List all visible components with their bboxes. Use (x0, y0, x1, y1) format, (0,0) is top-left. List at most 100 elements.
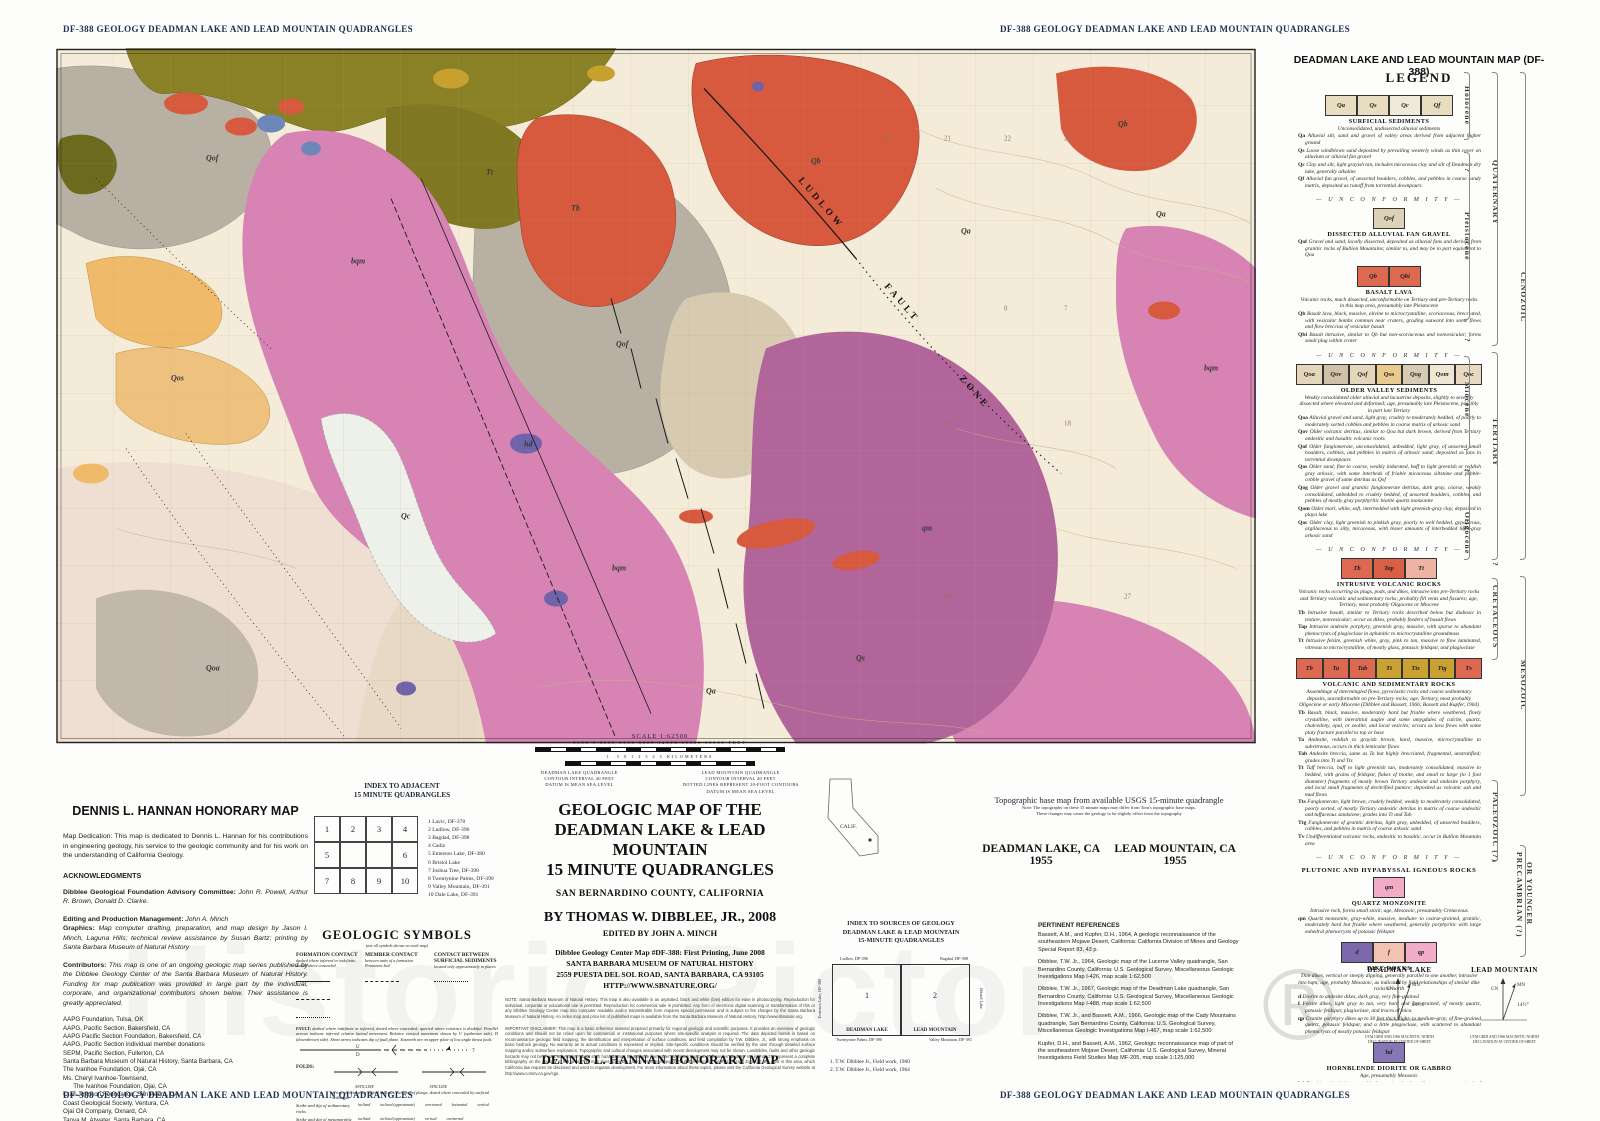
adjacent-quad-cell: 3 (365, 815, 393, 843)
era-bracket (1464, 72, 1470, 140)
scale-bar-km (565, 761, 755, 766)
sources-edge-top-left: Ludlow, DF-396 (840, 955, 868, 961)
strike-dip-met-item: inclined (358, 1117, 371, 1121)
legend-section: qm QUARTZ MONZONITE Intrusive rock, forms … (1296, 877, 1482, 935)
map-unit-label: Qs (856, 654, 865, 663)
legend-unit-description: Ta Andesite, reddish to grayish brown, h… (1298, 737, 1481, 750)
legend-unit-description: Tb Basalt, black, massive, moderately ha… (1298, 709, 1482, 736)
legend-section: d f qp DIKE ROCKS Thin dikes, vertical or st… (1296, 942, 1482, 1035)
legend-unit-code: Qs (1298, 147, 1307, 154)
section-number: 21 (944, 135, 952, 143)
contributors-intro-text: This map is one of an ongoing geologic m… (63, 961, 309, 1007)
title-line2: DEADMAN LAKE & LEAD MOUNTAIN (554, 820, 766, 860)
honorary-map-banner: DENNIS L. HANNAN HONORARY MAP (541, 1052, 779, 1067)
member-contact-note: between units of a formation (365, 958, 413, 963)
declination-arrows-icon: GN MN 14½° (1375, 978, 1423, 1021)
contact-dotted-line-icon (296, 1016, 330, 1018)
legend-section-title: VOLCANIC AND SEDIMENTARY ROCKS (1322, 681, 1456, 689)
legend-unit-description: Tb Intrusive basalt, similar to Tertiary… (1298, 609, 1482, 623)
reference-item: Bassett, A.M., and Kupfer, D.H., 1964, A… (1038, 932, 1239, 953)
legend-swatch-row: hd (1296, 1042, 1482, 1064)
adjacent-quad-cell: 7 (313, 867, 341, 895)
legend-group-title: PLUTONIC AND HYPABYSSAL IGNEOUS ROCKS (1301, 867, 1477, 875)
base-map-note2: These changes may cause the geology to b… (1036, 811, 1182, 817)
member-contact: MEMBER CONTACT between units of a format… (365, 952, 429, 1023)
legend-unit-description: Qom Older marl, white, soft, interbedded… (1298, 505, 1481, 519)
museum-line: SANTA BARBARA MUSEUM OF NATURAL HISTORY (566, 959, 754, 969)
legend-unit-code: Qa (1298, 133, 1308, 140)
legend-swatch: Qom (1428, 363, 1456, 385)
scale-km-numbers: 1 .5 0 1 2 3 4 5 KILOMETERS (606, 754, 714, 759)
references-list: Bassett, A.M., and Kupfer, D.H., 1964, A… (1038, 932, 1240, 1063)
adjacent-quad-name: 4 Cadiz (428, 843, 446, 850)
legend-unit-code: qp (1298, 1015, 1306, 1022)
disclaimer-fine-print: IMPORTANT DISCLAIMER: This map is a basi… (505, 1025, 815, 1076)
legend-unit-description: Qog Older gravel and granitic fanglomera… (1298, 484, 1481, 505)
map-title-block: GEOLOGIC MAP OF THE DEADMAN LAKE & LEAD … (505, 800, 815, 1076)
legend-section-title: OLDER VALLEY SEDIMENTS (1340, 386, 1438, 394)
legend-unit-code: hd (1298, 1081, 1306, 1082)
deadman-sheet-label: DEADMAN LAKE, CA 1955 (982, 843, 1101, 868)
section-number: 18 (1064, 420, 1072, 428)
footer-right: DF-388 GEOLOGY DEADMAN LAKE AND LEAD MOU… (1000, 1090, 1351, 1100)
contributors-intro: Contributors: This map is one of an ongo… (63, 961, 308, 1009)
reference-item: Dibblee, T.W. Jr., 1964, Geologic map of… (1038, 959, 1234, 980)
symbols-subtitle: (not all symbols shown on each map) (365, 943, 429, 948)
legend-unit-description: Tv Undifferentiated volcanic rocks, ande… (1298, 833, 1481, 847)
scale-bar-feet (535, 747, 785, 752)
legend-swatch: Ta (1322, 658, 1350, 680)
strike-dip-met-item: vertical (425, 1117, 437, 1121)
sources-box-number: 1 (865, 990, 869, 1000)
california-label: CALIF. (840, 824, 857, 830)
adjacent-quad-name: 8 Twentynine Palms, DF-390 (428, 875, 494, 882)
legend-swatch-row: Tb Ta Tab Tt Tts Ttg Tv (1296, 658, 1482, 680)
sources-note-line: 1. T.W. Dibblee Jr., Field work, 1960 (830, 1058, 910, 1065)
legend-swatch: Qoc (1455, 363, 1482, 385)
legend-unit-description: Qb Basalt lava, black, massive, olivine … (1298, 310, 1481, 331)
folds-row: FOLDS: ANTICLINE SYNCLINE arrow on axial… (296, 1064, 498, 1100)
adjacent-quad-name: 7 Joshua Tree, DF-390 (428, 867, 479, 874)
map-unit-label: Qc (401, 512, 411, 521)
geologic-symbols-panel: GEOLOGIC SYMBOLS (not all symbols shown … (296, 928, 498, 1121)
adjacent-quad-name: 2 Ludlow, DF-396 (428, 827, 470, 834)
legend-section: Qoa Qov Qof Qos Qog Qom Qoc OLDER VALLEY SEDIME… (1296, 363, 1482, 540)
lead-mountain-sheet-label: LEAD MOUNTAIN, CA 1955 (1114, 843, 1236, 868)
map-unit-label: Qof (206, 154, 220, 163)
legend-unit-code: Qof (1298, 443, 1310, 450)
svg-text:GN: GN (1491, 987, 1499, 992)
graphics-text: Map computer drafting, preparation, and … (63, 925, 308, 952)
contributor-line: Santa Barbara Museum of Natural History,… (63, 1058, 233, 1066)
legend-unit-code: Qf (1298, 176, 1307, 183)
legend-unit-description: qm Quartz monzonite, gray-white, massive… (1298, 915, 1482, 935)
sources-box-name: DEADMAN LAKE (846, 1027, 888, 1033)
strike-dip-sed-item: vertical (477, 1103, 489, 1108)
legend-unit-description: Tab Andesite breccia, same as Ta but hig… (1298, 751, 1481, 764)
fold-symbols: ANTICLINE SYNCLINE arrow on axial trace … (332, 1064, 498, 1100)
svg-text:14½°: 14½° (1517, 1001, 1529, 1008)
legend-unit-code: Qoc (1298, 519, 1310, 526)
legend-section: Qa Qs Qc Qf SURFICIAL SEDIMENTS Unconsolidate… (1296, 95, 1482, 189)
map-unit-label: Qos (171, 374, 184, 383)
svg-text:D: D (356, 1053, 360, 1056)
map-unit-label: bqm (612, 564, 626, 573)
legend-swatch: hd (1373, 1042, 1405, 1064)
adjacent-quad-cell: 1 (313, 815, 341, 843)
url-line[interactable]: HTTP://WWW.SBNATURE.ORG/ (603, 981, 717, 991)
fault-note: dashed where indefinite or inferred, dot… (296, 1025, 498, 1042)
legend-section: hd HORNBLENDE DIORITE OR GABBRO Age, presu… (1296, 1042, 1482, 1082)
fault-symbol-icon: UD ? (300, 1044, 475, 1058)
legend-section-title: DIKE ROCKS (1366, 965, 1412, 973)
map-neatline (56, 48, 1256, 744)
adjacent-quad-cell: 6 (391, 841, 419, 869)
legend-unit-description: Qof Older fanglomerate, unconsolidated, … (1298, 443, 1481, 463)
header-left: DF-388 GEOLOGY DEADMAN LAKE AND LEAD MOU… (63, 24, 414, 34)
strike-dip-sed-label: Strike and dip of sedimentary rocks (296, 1103, 351, 1114)
references-panel: PERTINENT REFERENCES Bassett, A.M., and … (1038, 922, 1240, 1068)
legend-section-title: QUARTZ MONZONITE (1351, 900, 1427, 908)
sources-edge-bottom-left: Twentynine Palms, DF-390 (836, 1036, 883, 1042)
geologic-map[interactable]: Qb Qb Qof Qof Qa Qa Qs Qc Qoa Qos bqm bqm bqm qm hd Tt T… (55, 48, 1256, 744)
legend-unit-code: Ta (1298, 737, 1309, 744)
declination-caption: UTM GRID AND 1966 MAGNETIC NORTH (1470, 1035, 1539, 1039)
legend-swatch: Qog (1402, 363, 1429, 385)
legend-swatch: Tt (1375, 658, 1403, 680)
